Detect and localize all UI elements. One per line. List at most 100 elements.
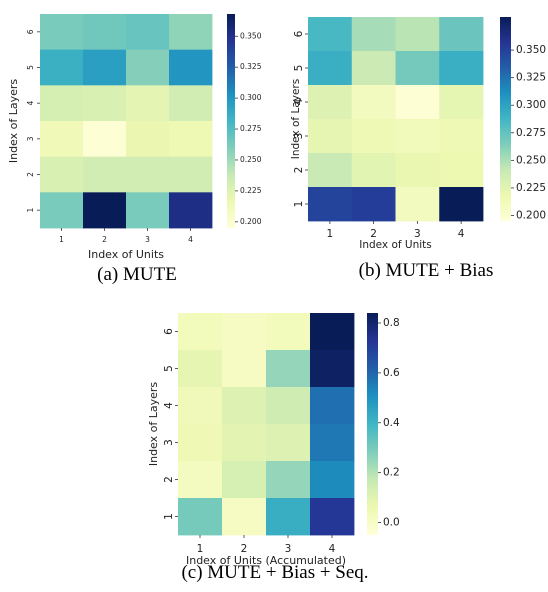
heatmap-3-x-tick-label: 4: [329, 543, 336, 555]
heatmap-3-x-tick-label: 3: [285, 543, 292, 555]
heatmap-3-cell: [222, 350, 267, 388]
heatmap-2-colorbar-tick-label: 0.200: [516, 209, 546, 221]
heatmap-1-cell: [169, 14, 213, 51]
heatmap-1-cell: [83, 192, 127, 229]
heatmap-2-colorbar: [500, 17, 511, 221]
heatmap-3-cell: [222, 387, 267, 425]
heatmap-2-cell: [308, 119, 353, 154]
heatmap-1-colorbar-tick-label: 0.200: [240, 217, 262, 226]
heatmap-1-cell: [169, 85, 213, 122]
heatmap-2-cell: [308, 85, 353, 120]
heatmap-2-cell: [351, 17, 396, 52]
heatmap-2-colorbar-tick-label: 0.300: [516, 99, 546, 111]
heatmap-1-cell: [126, 156, 170, 193]
heatmap-3-cell: [310, 313, 355, 351]
heatmap-2-cell: [439, 119, 484, 154]
heatmap-2-y-tick-label: 4: [293, 98, 305, 105]
heatmap-3-cell: [178, 313, 223, 351]
heatmap-1-y-tick-label: 1: [26, 208, 35, 213]
heatmap-3-y-tick-label: 4: [163, 402, 175, 409]
heatmap-1-cell: [40, 85, 84, 122]
caption-c: (c) MUTE + Bias + Seq.: [181, 562, 369, 583]
heatmap-2-cell: [351, 153, 396, 188]
heatmap-2-colorbar-tick-label: 0.275: [516, 127, 546, 139]
heatmap-1-cell: [83, 85, 127, 122]
heatmap-3-cell: [266, 387, 311, 425]
heatmap-1-x-axis-label: Index of Units: [88, 248, 164, 261]
heatmap-3-cell: [178, 424, 223, 462]
heatmap-1-cell: [40, 49, 84, 86]
heatmap-2-x-tick-label: 4: [458, 228, 465, 240]
heatmap-2-cell: [439, 51, 484, 86]
heatmap-3-x-axis-label: Index of Units (Accumulated): [186, 554, 346, 567]
caption-a: (a) MUTE: [97, 264, 177, 285]
heatmap-1-cell: [169, 121, 213, 158]
heatmap-3-cell: [178, 461, 223, 499]
heatmap-3-colorbar-tick-label: 0.2: [383, 467, 400, 479]
heatmap-1-cell: [83, 121, 127, 158]
heatmap-3-cell: [266, 313, 311, 351]
heatmap-1-cell: [169, 156, 213, 193]
heatmap-2-cell: [308, 17, 353, 52]
heatmap-3-cell: [178, 498, 223, 536]
heatmap-3-y-tick-label: 6: [163, 328, 175, 335]
heatmap-1-x-tick-label: 3: [145, 235, 150, 244]
heatmap-3-cell: [178, 350, 223, 388]
heatmap-1-colorbar-tick-label: 0.325: [240, 62, 262, 71]
heatmap-1-y-tick-label: 6: [26, 29, 35, 34]
heatmap-3-cell: [310, 461, 355, 499]
caption-b: (b) MUTE + Bias: [358, 260, 494, 281]
heatmap-3-y-axis-label: Index of Layers: [147, 382, 160, 467]
heatmap-2-cell: [351, 187, 396, 222]
heatmap-1-cell: [126, 85, 170, 122]
heatmap-3-colorbar: [367, 313, 378, 535]
heatmap-3-cell: [266, 350, 311, 388]
heatmap-3-y-tick-label: 3: [163, 439, 175, 446]
heatmap-1-cell: [126, 192, 170, 229]
heatmap-2-cell: [395, 51, 440, 86]
heatmap-1-cell: [126, 49, 170, 86]
heatmap-3-y-tick-label: 5: [163, 365, 175, 372]
heatmap-2-x-axis-label: Index of Units: [359, 239, 432, 251]
heatmap-1-colorbar-tick-label: 0.250: [240, 155, 262, 164]
heatmap-1-cell: [40, 156, 84, 193]
heatmap-2-cell: [395, 119, 440, 154]
heatmap-1-cell: [126, 121, 170, 158]
heatmap-1-colorbar-tick-label: 0.350: [240, 31, 262, 40]
heatmap-2-y-tick-label: 1: [293, 201, 305, 208]
heatmap-1-y-tick-label: 3: [26, 136, 35, 141]
heatmap-3-cell: [222, 424, 267, 462]
heatmap-1-x-tick-label: 4: [188, 235, 193, 244]
heatmap-1-cell: [126, 14, 170, 51]
heatmap-2-cell: [351, 51, 396, 86]
heatmap-3-cell: [310, 424, 355, 462]
heatmap-2-cell: [395, 153, 440, 188]
heatmap-1-colorbar: [227, 14, 235, 228]
heatmap-3-colorbar-tick-label: 0.0: [383, 517, 400, 529]
heatmap-1-y-tick-label: 4: [26, 101, 35, 106]
heatmap-2-x-tick-label: 1: [327, 228, 334, 240]
heatmap-3-cell: [222, 461, 267, 499]
heatmap-2-cell: [439, 85, 484, 120]
heatmap-3-y-tick-label: 1: [163, 513, 175, 520]
heatmap-2-colorbar-tick-label: 0.325: [516, 72, 546, 84]
heatmap-3-cell: [266, 498, 311, 536]
heatmap-2-cell: [308, 51, 353, 86]
heatmap-3-cell: [310, 387, 355, 425]
heatmap-2-cell: [439, 187, 484, 222]
heatmap-1-x-tick-label: 2: [102, 235, 107, 244]
heatmap-2-cell: [395, 17, 440, 52]
heatmap-2-cell: [308, 153, 353, 188]
heatmap-2-y-tick-label: 5: [293, 65, 305, 72]
heatmap-2-cell: [351, 85, 396, 120]
heatmap-2-cell: [439, 153, 484, 188]
heatmap-1-cell: [40, 121, 84, 158]
heatmap-2-cell: [395, 187, 440, 222]
heatmap-1-cell: [40, 192, 84, 229]
heatmap-1-cell: [83, 156, 127, 193]
heatmap-3-colorbar-tick-label: 0.8: [383, 317, 400, 329]
heatmap-1-x-tick-label: 1: [59, 235, 64, 244]
heatmap-3-colorbar-tick-label: 0.4: [383, 417, 400, 429]
heatmap-3-cell: [266, 461, 311, 499]
heatmap-2-y-axis-label: Index of Layers: [290, 79, 302, 159]
